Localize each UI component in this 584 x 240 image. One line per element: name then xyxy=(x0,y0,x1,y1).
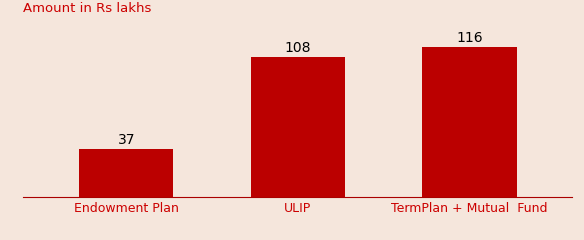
Text: Amount in Rs lakhs: Amount in Rs lakhs xyxy=(23,2,152,15)
Bar xyxy=(251,57,345,197)
Text: 108: 108 xyxy=(284,41,311,55)
Text: 116: 116 xyxy=(456,31,483,45)
Text: 37: 37 xyxy=(117,133,135,147)
Bar xyxy=(422,47,517,197)
Bar xyxy=(79,149,173,197)
